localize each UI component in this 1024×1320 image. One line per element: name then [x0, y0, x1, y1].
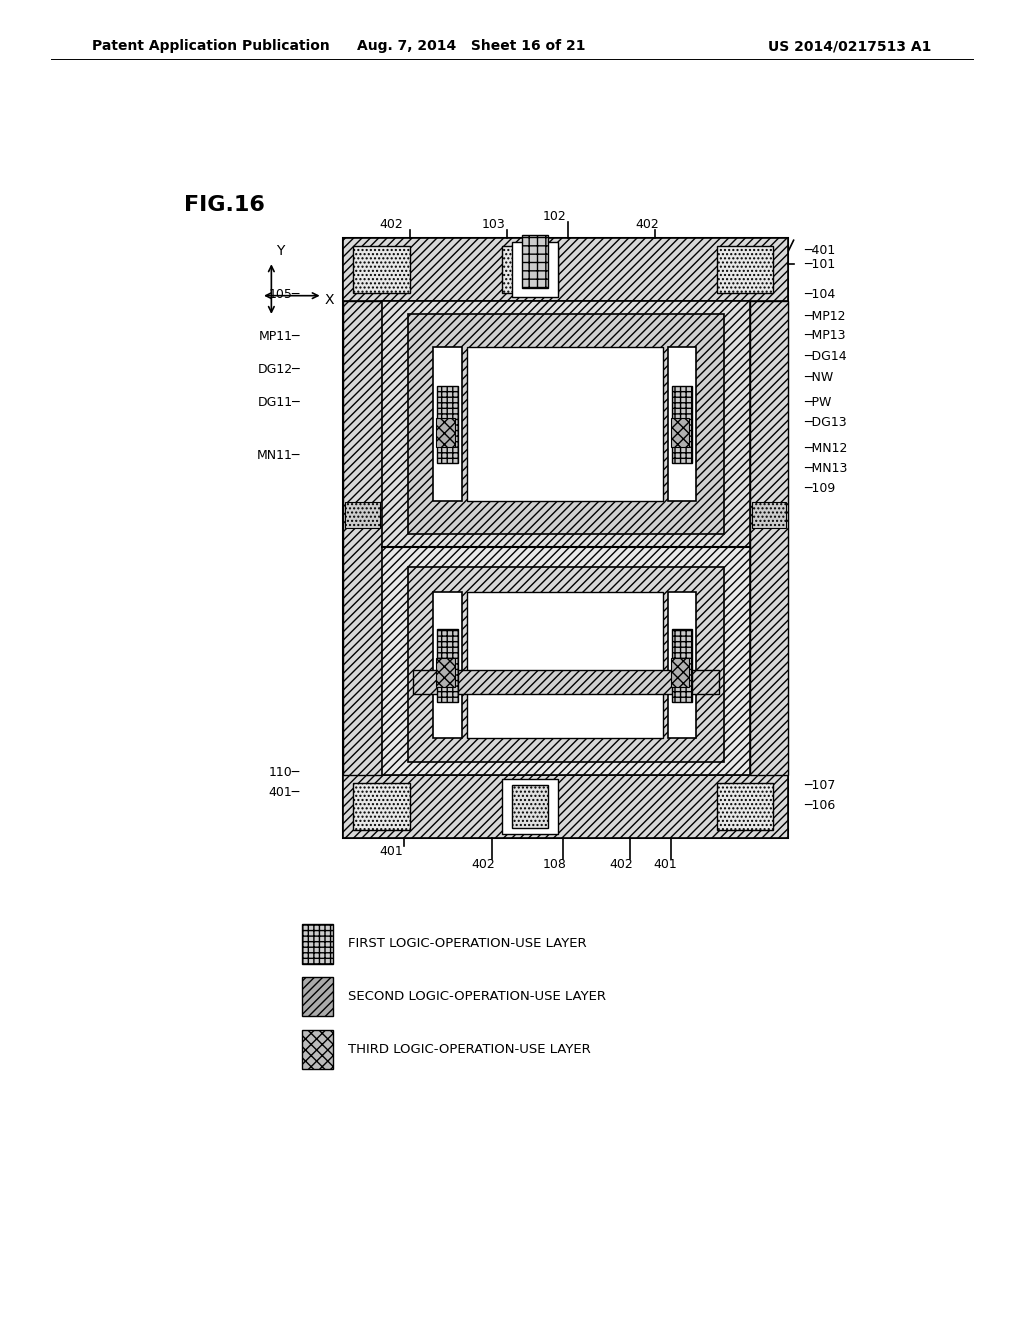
Bar — [382, 548, 750, 775]
Text: ─101: ─101 — [804, 257, 836, 271]
Bar — [408, 568, 724, 762]
Text: FIRST LOGIC-OPERATION-USE LAYER: FIRST LOGIC-OPERATION-USE LAYER — [348, 937, 587, 950]
Text: US 2014/0217513 A1: US 2014/0217513 A1 — [768, 40, 932, 53]
Bar — [672, 385, 692, 463]
Bar — [668, 593, 696, 738]
Text: ─MN12: ─MN12 — [804, 442, 847, 455]
Text: ─MP13: ─MP13 — [804, 329, 846, 342]
Bar — [302, 977, 333, 1016]
Text: 401: 401 — [379, 845, 402, 858]
Text: Patent Application Publication: Patent Application Publication — [92, 40, 330, 53]
Text: 102: 102 — [543, 210, 566, 223]
Bar — [353, 783, 410, 830]
Bar — [717, 246, 773, 293]
Text: 402: 402 — [379, 218, 402, 231]
Bar — [413, 669, 719, 693]
Text: 105─: 105─ — [268, 288, 300, 301]
Bar — [343, 301, 382, 775]
Text: ─107: ─107 — [804, 779, 836, 792]
Bar — [671, 418, 689, 447]
Bar — [717, 783, 773, 830]
Bar — [345, 502, 380, 528]
Text: ─104: ─104 — [804, 288, 836, 301]
Bar — [512, 785, 548, 828]
Bar — [512, 242, 558, 297]
Bar — [522, 235, 548, 288]
Bar — [502, 246, 558, 293]
Bar — [467, 593, 663, 738]
Bar — [752, 502, 786, 528]
Bar — [302, 924, 333, 964]
Bar — [343, 238, 788, 301]
Bar — [433, 347, 462, 502]
Text: X: X — [325, 293, 334, 306]
Bar — [671, 659, 689, 688]
Bar — [353, 246, 410, 293]
Text: ─401: ─401 — [804, 244, 836, 257]
Text: ─DG14: ─DG14 — [804, 350, 847, 363]
Text: ─MN13: ─MN13 — [804, 462, 847, 475]
Text: ─NW: ─NW — [804, 371, 834, 384]
Text: THIRD LOGIC-OPERATION-USE LAYER: THIRD LOGIC-OPERATION-USE LAYER — [348, 1043, 591, 1056]
Text: ─106: ─106 — [804, 799, 836, 812]
Bar — [437, 385, 458, 463]
Bar — [343, 238, 788, 838]
Text: ─109: ─109 — [804, 482, 836, 495]
Bar — [502, 779, 558, 834]
Text: DG11─: DG11─ — [257, 396, 300, 409]
Text: 402: 402 — [471, 858, 495, 871]
Text: FIG.16: FIG.16 — [184, 194, 265, 215]
Bar — [408, 314, 724, 535]
Bar — [467, 347, 663, 502]
Text: 402: 402 — [609, 858, 633, 871]
Bar — [433, 593, 462, 738]
Bar — [343, 775, 788, 838]
Bar — [382, 301, 750, 548]
Text: DG12─: DG12─ — [257, 363, 300, 376]
Text: SECOND LOGIC-OPERATION-USE LAYER: SECOND LOGIC-OPERATION-USE LAYER — [348, 990, 606, 1003]
Bar — [436, 418, 455, 447]
Text: ─MP12: ─MP12 — [804, 310, 846, 323]
Text: Aug. 7, 2014   Sheet 16 of 21: Aug. 7, 2014 Sheet 16 of 21 — [356, 40, 586, 53]
Bar — [436, 659, 455, 688]
Bar — [437, 628, 458, 702]
Text: MP11─: MP11─ — [258, 330, 300, 343]
Text: MN11─: MN11─ — [257, 449, 300, 462]
Text: Y: Y — [276, 244, 285, 257]
Text: ─DG13: ─DG13 — [804, 416, 847, 429]
Text: 401─: 401─ — [268, 785, 300, 799]
Bar — [302, 1030, 333, 1069]
Bar — [668, 347, 696, 502]
Text: 108: 108 — [543, 858, 566, 871]
Text: 110─: 110─ — [268, 766, 300, 779]
Text: 402: 402 — [635, 218, 658, 231]
Bar — [672, 628, 692, 702]
Text: 401: 401 — [653, 858, 677, 871]
Text: 103: 103 — [481, 218, 505, 231]
Bar — [750, 301, 788, 775]
Text: ─PW: ─PW — [804, 396, 831, 409]
